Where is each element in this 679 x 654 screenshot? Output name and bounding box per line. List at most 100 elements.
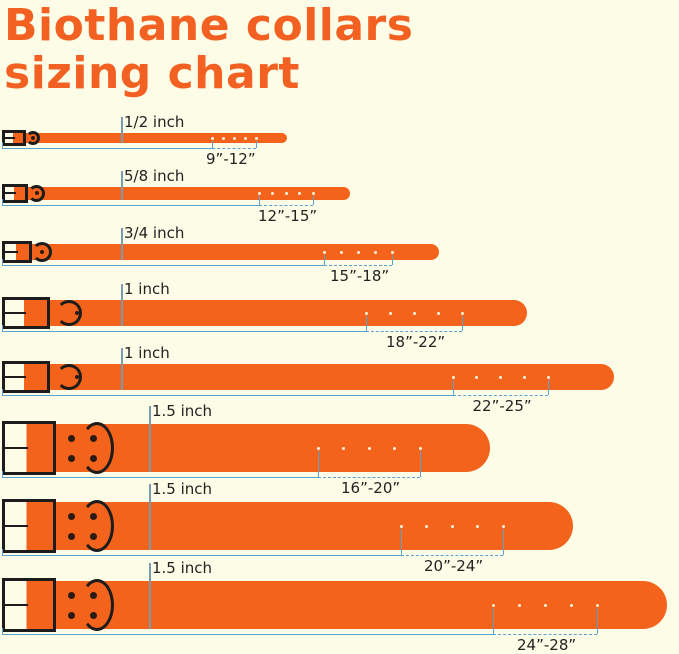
rivet-icon [90,612,97,619]
strap-hole [356,250,360,254]
strap-hole [595,603,599,607]
buckle-prong [4,604,29,606]
d-ring-icon [80,422,114,474]
strap-hole [364,311,368,315]
collar-strap [44,364,614,390]
size-label: 9”-12” [206,150,256,168]
d-ring-icon [56,300,82,326]
bracket-tick [401,529,402,555]
strap-hole [412,311,416,315]
d-ring-icon [28,184,45,202]
buckle-prong [4,312,26,314]
strap-hole [311,191,315,195]
size-label: 15”-18” [330,267,390,285]
size-label: 12”-15” [258,206,318,225]
bracket-tick [256,141,257,148]
collar-strap [50,581,667,629]
size-range-line [212,148,256,149]
strap-hole [460,311,464,315]
buckle-prong [4,192,16,194]
bracket-tick [503,529,504,555]
width-label: 1 inch [124,344,170,362]
length-line [2,634,493,635]
strap-hole [284,191,288,195]
bracket-start [2,142,3,148]
bracket-tick [366,316,367,331]
d-ring-icon [80,500,114,552]
length-line [2,265,324,266]
bracket-tick [392,255,393,265]
strap-hole [399,524,403,528]
width-marker [121,284,123,326]
strap-hole [501,524,505,528]
d-ring-icon [80,579,114,631]
rivet-icon [75,311,79,315]
bracket-tick [462,316,463,331]
d-ring-icon [32,242,52,262]
buckle-prong [4,525,29,527]
strap-hole [390,250,394,254]
size-label: 16”-20” [341,479,401,497]
strap-hole [569,603,573,607]
collar-strap [26,244,439,260]
size-label: 24”-28” [517,636,577,654]
strap-hole [243,136,247,140]
strap-hole [367,446,371,450]
width-marker [149,484,151,550]
strap-hole [221,136,225,140]
rivet-icon [90,513,97,520]
strap-hole [499,375,502,379]
width-label: 1.5 inch [152,402,213,420]
strap-hole [393,446,396,450]
width-marker [121,117,123,143]
bracket-start [2,471,3,477]
width-marker [121,170,123,200]
strap-hole [451,375,455,379]
width-marker [121,228,123,260]
length-line [2,204,259,206]
strap-hole [210,136,214,140]
size-label: 22”-25” [472,397,532,415]
strap-hole [388,311,392,315]
width-marker [149,563,151,629]
collar-strap [44,300,527,326]
strap-hole [316,446,320,450]
buckle-prong [4,251,18,253]
size-range-line [401,555,503,556]
bracket-tick [420,451,421,477]
width-marker [149,406,151,472]
size-range-line [493,634,597,635]
width-label: 1/2 inch [124,113,185,131]
bracket-tick [548,380,549,395]
size-label: 18”-22” [386,333,446,351]
rivet-icon [90,455,97,462]
collar-strap [20,133,287,143]
strap-hole [450,524,454,528]
bracket-tick [313,196,314,205]
rivet-icon [68,435,75,442]
rivet-icon [90,435,97,442]
rivet-icon [75,375,79,379]
bracket-tick [493,608,494,634]
bracket-start [2,549,3,555]
size-range-line [318,477,420,478]
collar-strap [22,186,350,200]
strap-hole [342,446,345,450]
buckle-prong [4,376,26,378]
strap-hole [436,311,440,315]
length-line [2,148,212,149]
strap-hole [543,603,547,607]
length-line [2,555,401,556]
bracket-tick [453,380,454,395]
strap-hole [232,136,236,140]
strap-hole [322,250,326,254]
size-range-line [259,204,313,206]
size-range-line [366,331,462,332]
size-label: 20”-24” [424,557,484,575]
width-label: 3/4 inch [124,224,185,242]
width-marker [121,348,123,390]
bracket-start [2,325,3,331]
d-ring-icon [56,364,82,390]
rivet-icon [90,533,97,540]
strap-hole [425,524,428,528]
